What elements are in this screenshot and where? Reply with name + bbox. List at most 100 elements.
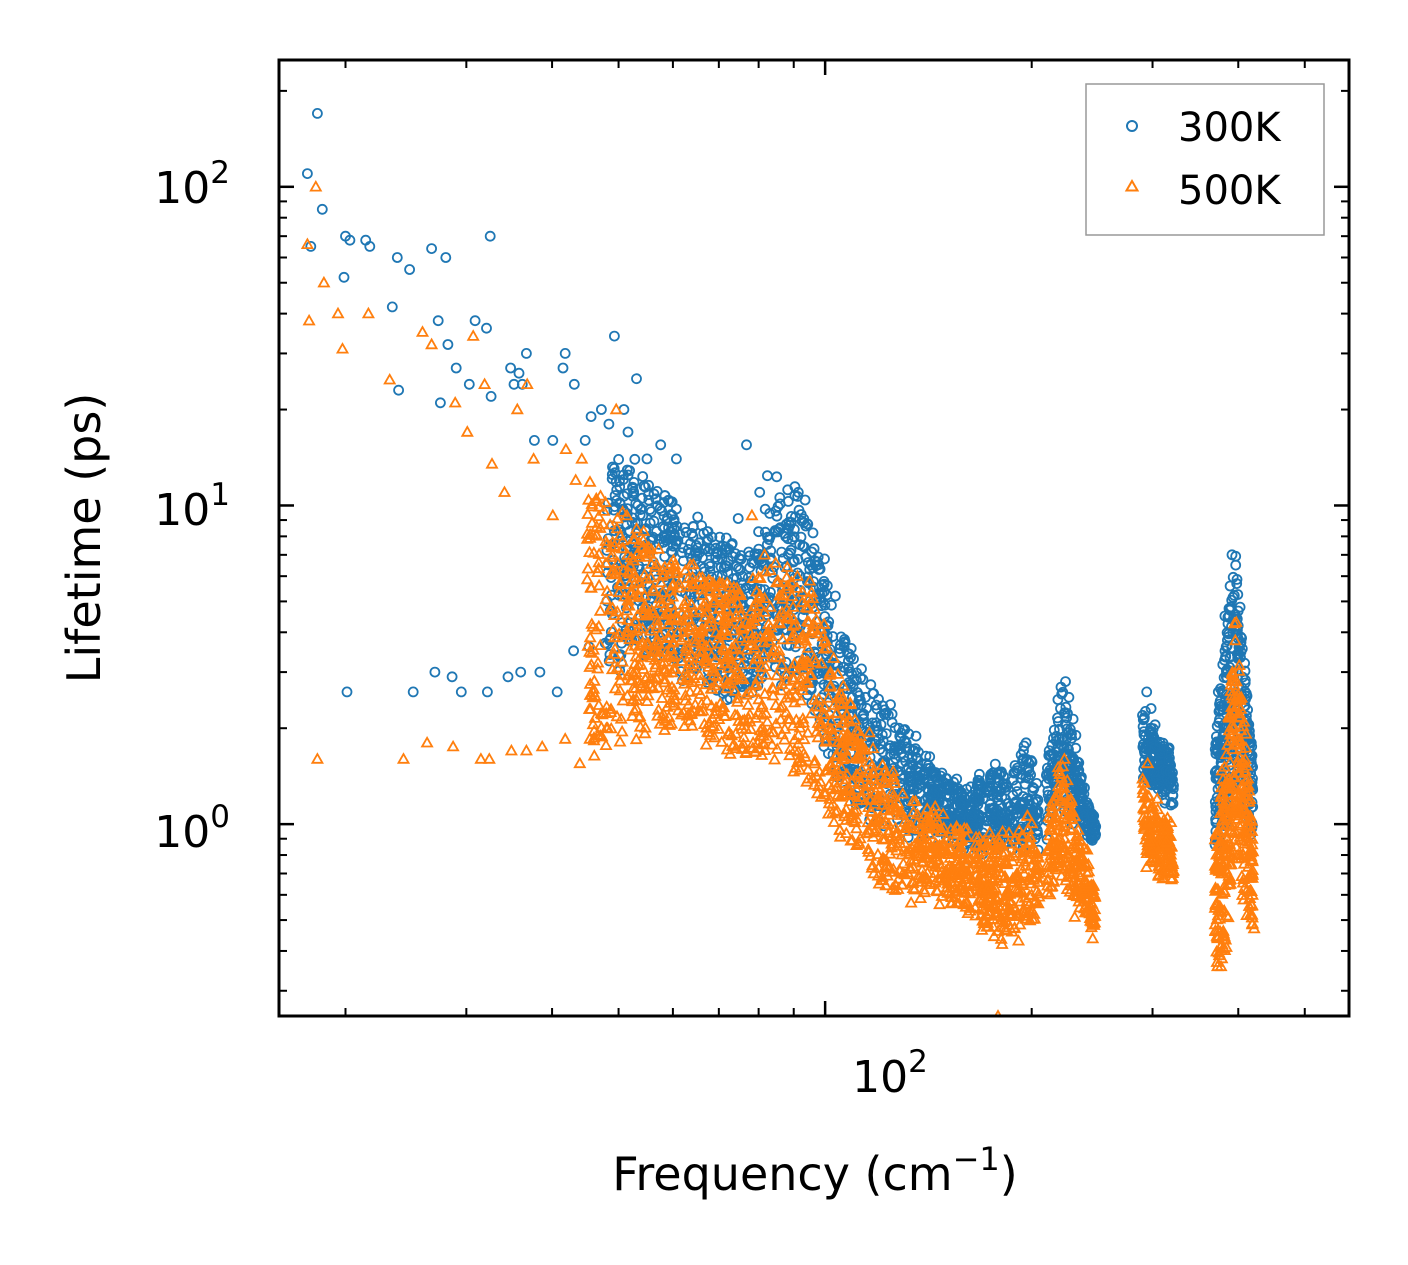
data-point-500k [785,632,799,645]
data-point-500k [786,661,800,673]
data-point-500k [652,637,666,649]
data-point-300k [1052,716,1064,727]
data-point-500k [707,719,721,731]
data-point-500k [765,737,779,750]
data-point-500k [760,715,774,727]
data-point-500k [580,572,594,585]
data-point-500k [1138,790,1152,802]
data-point-300k [1230,559,1242,571]
data-point-500k [682,642,696,654]
data-point-500k [658,723,672,735]
data-point-500k [818,788,832,800]
data-point-500k [1245,910,1259,923]
data-point-500k [717,649,731,661]
data-point-500k [844,734,858,747]
data-point-500k [1061,846,1075,859]
data-point-500k [838,751,852,764]
data-point-300k [1219,610,1231,622]
data-point-500k [1042,828,1057,841]
data-point-500k [902,847,916,859]
data-point-500k [906,876,920,889]
data-point-300k [1021,765,1033,776]
data-point-500k [708,730,722,743]
data-point-500k [1042,843,1056,855]
data-point-500k [895,878,910,890]
data-point-500k [854,736,868,749]
data-point-500k [1208,884,1222,896]
data-point-500k [791,745,805,757]
data-point-500k [736,622,750,634]
data-point-500k [888,776,902,788]
data-point-500k [801,641,815,653]
data-point-300k [941,782,952,794]
data-point-500k [587,748,601,761]
data-point-500k [739,634,753,646]
data-point-300k [741,439,752,451]
data-point-500k [702,573,716,585]
data-point-500k [952,867,966,879]
data-point-500k [879,853,893,866]
data-point-300k [985,769,996,781]
data-point-300k [841,683,853,695]
data-point-500k [799,634,813,646]
data-point-300k [1137,709,1148,721]
data-point-300k [788,531,800,543]
data-point-500k [647,584,661,596]
data-point-300k [732,513,744,524]
data-point-500k [668,566,683,579]
data-point-500k [1087,907,1101,920]
data-point-500k [805,585,819,598]
data-point-500k [833,823,847,835]
data-point-500k [718,616,732,629]
data-point-500k [860,783,874,796]
data-point-500k [1040,879,1055,891]
data-point-500k [583,527,597,540]
data-point-500k [734,631,748,643]
data-point-500k [898,824,912,836]
data-point-500k [924,815,938,827]
data-point-500k [1243,809,1257,821]
data-point-500k [672,581,686,593]
data-point-500k [583,645,597,657]
data-point-500k [1071,858,1085,871]
data-point-300k [1138,738,1149,750]
data-point-500k [864,805,878,817]
data-point-500k [606,535,620,547]
data-point-500k [999,887,1013,900]
data-point-500k [1042,839,1056,852]
data-point-500k [1210,828,1224,840]
data-point-500k [1225,842,1239,855]
data-point-500k [1227,736,1242,749]
data-point-500k [773,701,787,713]
data-point-300k [751,583,763,594]
data-point-500k [1219,940,1233,952]
data-point-500k [692,626,706,638]
data-point-500k [640,572,654,584]
data-point-300k [722,566,733,578]
data-point-300k [1227,571,1239,583]
data-point-500k [667,698,681,711]
data-point-500k [383,372,397,385]
data-point-300k [910,730,922,742]
data-point-500k [613,683,627,696]
data-point-500k [666,589,680,602]
data-point-300k [658,536,670,548]
data-point-500k [804,706,819,719]
data-point-300k [759,503,771,515]
data-point-500k [665,613,680,626]
data-point-500k [583,630,597,643]
data-point-300k [481,322,492,334]
data-point-500k [628,639,642,651]
data-point-300k [963,791,975,803]
data-point-500k [1009,872,1023,884]
data-point-500k [727,737,741,750]
data-point-500k [593,638,607,650]
data-point-500k [775,657,789,670]
data-point-500k [677,597,691,609]
data-point-500k [1217,796,1231,809]
data-point-500k [1233,766,1247,778]
data-point-500k [802,591,816,604]
data-point-500k [614,712,628,724]
data-point-300k [839,634,850,645]
data-point-300k [1015,772,1027,784]
